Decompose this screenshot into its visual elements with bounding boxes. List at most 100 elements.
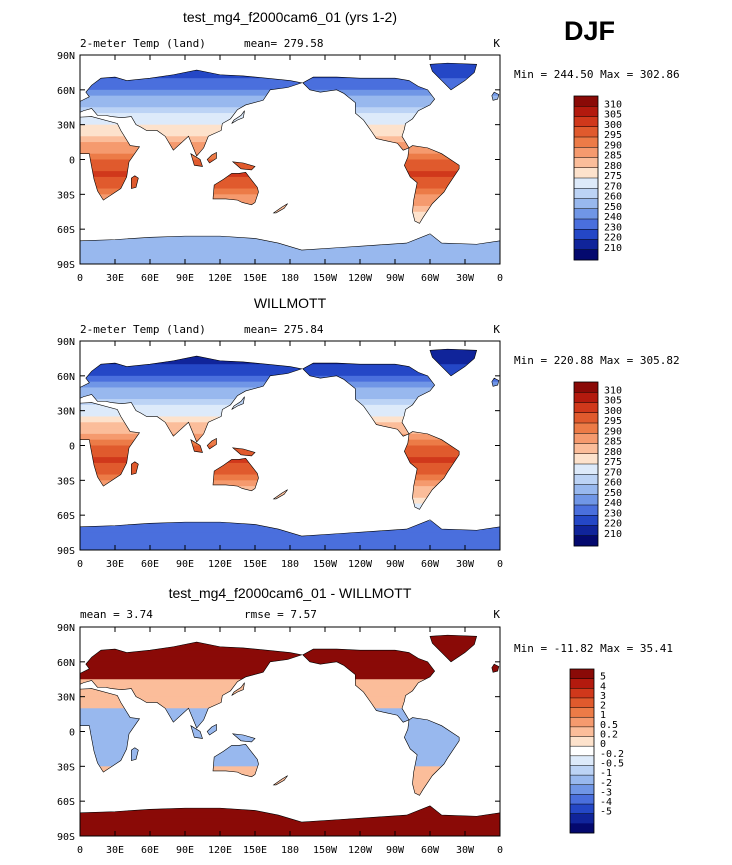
lat-tick-label: 0	[69, 156, 75, 167]
colorbar-swatch	[570, 707, 594, 718]
colorbar-label: 230	[604, 222, 622, 233]
lon-tick-label: 90E	[176, 845, 194, 856]
colorbar-label: 270	[604, 181, 622, 192]
lat-band	[80, 252, 500, 259]
colorbar-swatch	[574, 96, 598, 107]
lat-tick-label: 60N	[57, 658, 75, 669]
colorbar-label: 250	[604, 488, 622, 499]
lat-band	[80, 702, 500, 709]
colorbar-label: 260	[604, 192, 622, 203]
lon-tick-label: 0	[497, 273, 503, 284]
panel-title: test_mg4_f2000cam6_01 - WILLMOTT	[169, 585, 412, 601]
panel-difference: test_mg4_f2000cam6_01 - WILLMOTT mean = …	[57, 585, 673, 856]
coastline	[190, 439, 203, 453]
coastline	[80, 519, 500, 550]
lat-band	[80, 182, 500, 190]
colorbar-swatch	[574, 167, 598, 179]
coastline	[429, 634, 478, 663]
lat-band	[80, 491, 500, 499]
lat-band	[80, 737, 500, 744]
lat-tick-label: 30S	[57, 762, 75, 773]
land-field	[80, 634, 500, 836]
lat-band	[80, 118, 500, 126]
mean-label: mean= 279.58	[244, 37, 323, 50]
lat-tick-label: 60S	[57, 511, 75, 522]
colorbar-label: 290	[604, 140, 622, 151]
lat-band	[80, 480, 500, 487]
lat-band	[80, 656, 500, 663]
lat-tick-label: 0	[69, 442, 75, 453]
colorbar-label: 210	[604, 243, 622, 254]
colorbar-swatch	[574, 137, 598, 148]
lon-tick-label: 180	[281, 559, 299, 570]
lat-band	[80, 422, 500, 429]
lon-tick-label: 180	[281, 845, 299, 856]
colorbar-swatch	[570, 726, 594, 737]
lon-tick-label: 90E	[176, 273, 194, 284]
lat-band	[80, 638, 500, 646]
coastline	[404, 145, 460, 224]
lat-band	[80, 240, 500, 248]
units-label: K	[493, 323, 500, 336]
colorbar-swatch	[570, 813, 594, 824]
lat-band	[80, 515, 500, 522]
lon-tick-label: 150W	[313, 273, 338, 284]
colorbar-swatch	[570, 823, 594, 834]
colorbar-label: 305	[604, 396, 622, 407]
coastline	[272, 489, 288, 500]
lat-band	[80, 748, 500, 756]
lat-tick-label: 90N	[57, 623, 75, 634]
colorbar-label: 310	[604, 385, 622, 396]
colorbar-label: 240	[604, 498, 622, 509]
lat-band	[80, 532, 500, 539]
lat-band	[80, 124, 500, 132]
colorbar-swatch	[574, 208, 598, 220]
lat-band	[80, 725, 500, 733]
units-label: K	[493, 37, 500, 50]
lat-band	[80, 78, 500, 85]
lat-band	[80, 509, 500, 516]
lon-tick-label: 0	[497, 845, 503, 856]
coastline	[131, 175, 139, 189]
colorbar-label: 220	[604, 519, 622, 530]
coastline	[80, 641, 303, 729]
colorbar-swatch	[574, 382, 598, 393]
lon-tick-label: 0	[77, 559, 83, 570]
lat-band	[80, 229, 500, 236]
colorbar-swatch	[574, 474, 598, 485]
coastline	[231, 733, 256, 743]
colorbar-swatch	[574, 178, 598, 189]
colorbar-swatch	[574, 239, 598, 251]
lat-band	[80, 731, 500, 738]
colorbar-label: 300	[604, 406, 622, 417]
coastline	[404, 717, 460, 796]
lat-band	[80, 462, 500, 470]
minmax-label: Min = 220.88 Max = 305.82	[514, 354, 680, 367]
lat-band	[80, 142, 500, 149]
lon-tick-label: 90E	[176, 559, 194, 570]
colorbar: 3103053002952902852802752702602502402302…	[573, 95, 622, 261]
lat-tick-label: 30S	[57, 476, 75, 487]
coastline	[491, 91, 500, 101]
colorbar-swatch	[574, 392, 598, 403]
lon-tick-label: 30E	[106, 273, 124, 284]
minmax-label: Min = -11.82 Max = 35.41	[514, 642, 673, 655]
lat-tick-label: 30S	[57, 190, 75, 201]
lat-band	[80, 673, 500, 680]
colorbar-label: 280	[604, 447, 622, 458]
colorbar-label: 285	[604, 151, 622, 162]
colorbar-swatch	[570, 678, 594, 689]
colorbar-swatch	[574, 249, 598, 261]
mean-label: mean= 275.84	[244, 323, 324, 336]
coastline	[429, 62, 478, 91]
colorbar-label: 270	[604, 467, 622, 478]
coastline	[206, 724, 217, 736]
coastline	[80, 688, 141, 773]
rmse-label: rmse = 7.57	[244, 608, 317, 621]
colorbar-label: 210	[604, 529, 622, 540]
lat-band	[80, 66, 500, 74]
lat-band	[80, 690, 500, 698]
colorbar-label: -5	[600, 807, 612, 818]
lon-tick-label: 180	[281, 273, 299, 284]
colorbar-frame	[569, 668, 595, 834]
